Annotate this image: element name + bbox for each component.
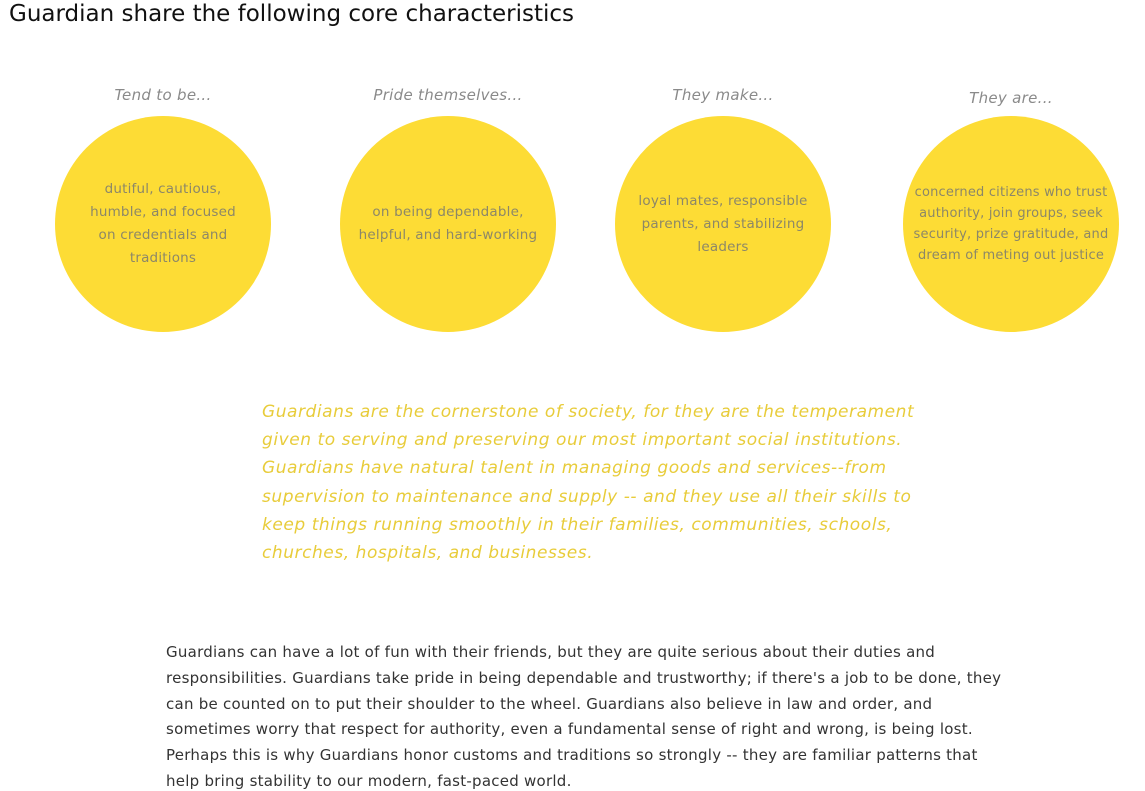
guardian-quote: Guardians are the cornerstone of society… <box>262 402 915 564</box>
trait-they-are: They are... concerned citizens who trust… <box>903 89 1119 332</box>
trait-text: on being dependable, helpful, and hard-w… <box>358 204 538 243</box>
trait-circle: loyal mates, responsible parents, and st… <box>615 116 831 332</box>
body-paragraph: Guardians can have a lot of fun with the… <box>166 643 1002 790</box>
trait-heading: They are... <box>969 89 1053 107</box>
page-title: Guardian share the following core charac… <box>9 1 575 27</box>
trait-text: concerned citizens who trust authority, … <box>913 185 1109 263</box>
trait-circle: on being dependable, helpful, and hard-w… <box>340 116 556 332</box>
trait-they-make: They make... loyal mates, responsible pa… <box>615 86 831 332</box>
trait-heading: Tend to be... <box>114 86 212 104</box>
trait-text: loyal mates, responsible parents, and st… <box>638 192 808 255</box>
trait-heading: They make... <box>672 86 774 104</box>
trait-heading: Pride themselves... <box>373 86 523 104</box>
trait-circle: dutiful, cautious, humble, and focused o… <box>55 116 271 332</box>
trait-tend-to-be: Tend to be... dutiful, cautious, humble,… <box>55 86 271 332</box>
trait-pride-themselves: Pride themselves... on being dependable,… <box>340 86 556 332</box>
trait-text: dutiful, cautious, humble, and focused o… <box>90 181 236 266</box>
trait-circle: concerned citizens who trust authority, … <box>903 116 1119 332</box>
